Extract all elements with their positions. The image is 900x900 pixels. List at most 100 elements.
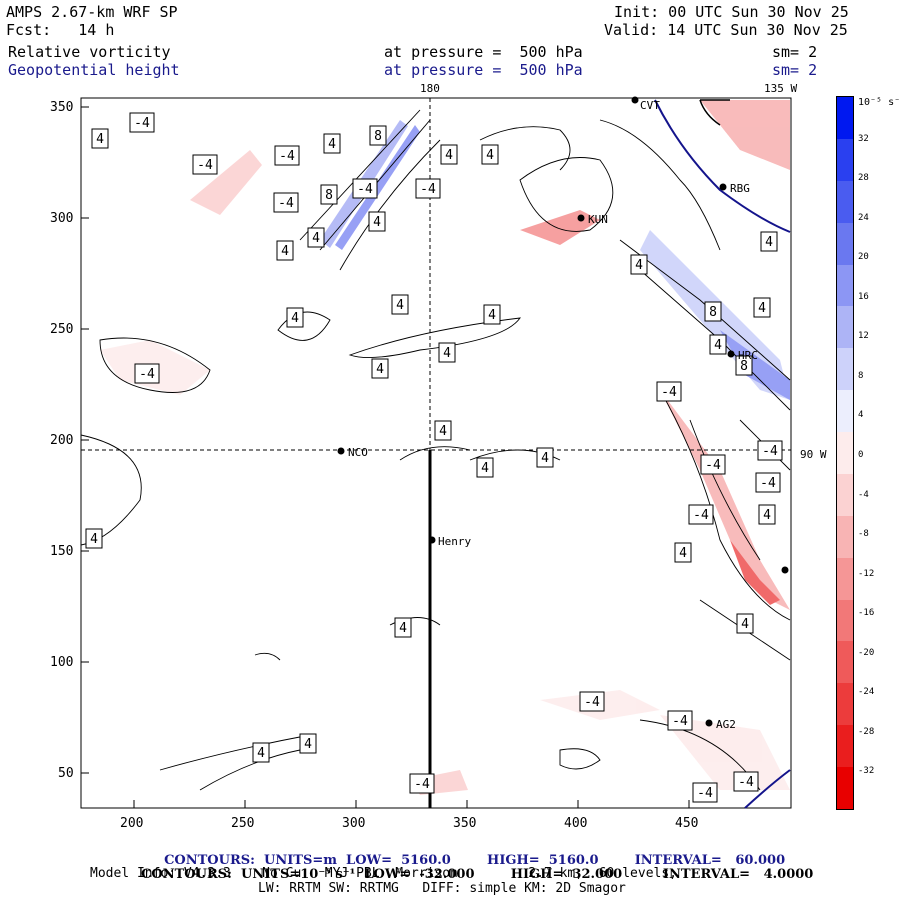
colorbar-tick-label: 28 (858, 173, 869, 184)
contour-label: 4 (257, 746, 265, 761)
contour-label: 4 (679, 546, 687, 561)
contour-label: 4 (481, 461, 489, 476)
colorbar-tick-label: -4 (858, 489, 869, 500)
valid-time: Valid: 14 UTC Sun 30 Nov 25 (604, 21, 848, 39)
colorbar-tick-label: 4 (858, 410, 864, 421)
vorticity-contour-interval: INTERVAL= 4.0000 (662, 867, 814, 882)
lon-label-90w: 90 W (800, 448, 827, 461)
colorbar-cell (837, 641, 853, 684)
colorbar-cell (837, 725, 853, 767)
contour-label: 4 (635, 258, 643, 273)
height-contour-prefix: CONTOURS: UNITS=m LOW= 5160.0 (164, 853, 451, 868)
colorbar-cell (837, 515, 853, 558)
contour-label: 4 (445, 148, 453, 163)
y-tick-label: 250 (50, 322, 74, 337)
vorticity-contours (80, 109, 791, 791)
colorbar-tick-label: 12 (858, 331, 869, 342)
height-contour-interval: INTERVAL= 60.000 (634, 853, 786, 868)
geopotential-height-contours (654, 99, 791, 809)
station-label-nco: NCO (348, 446, 368, 459)
contour-label: 4 (488, 308, 496, 323)
colorbar-tick-label: 24 (858, 212, 869, 223)
contour-label: 4 (304, 737, 312, 752)
contour-label: -4 (420, 182, 436, 197)
contour-label: 4 (373, 215, 381, 230)
plot-frame (80, 97, 792, 809)
x-tick-label: 200 (120, 816, 144, 831)
contour-label: 4 (486, 148, 494, 163)
station-label-henry: Henry (438, 535, 472, 548)
contour-label: 8 (325, 188, 333, 203)
contour-label: 4 (312, 231, 320, 246)
contour-label: -4 (693, 508, 709, 523)
contour-label: 4 (291, 311, 299, 326)
contour-label: 4 (714, 338, 722, 353)
x-tick-label: 450 (675, 816, 699, 831)
contour-label: 4 (90, 532, 98, 547)
colorbar-tick-label: -28 (858, 726, 875, 737)
height-contour-high: HIGH= 5160.0 (487, 853, 599, 868)
contour-label: -4 (279, 149, 295, 164)
contour-label: -4 (661, 385, 677, 400)
x-tick-label: 300 (342, 816, 366, 831)
colorbar-cell (837, 390, 853, 432)
contour-labels: 4 -4 -4 -4 4 8 4 4 -4 -4 -4 8 4 4 4 4 4 … (85, 112, 783, 803)
colorbar-tick-label: -12 (858, 568, 875, 579)
contour-label: 4 (281, 244, 289, 259)
contour-label: 4 (541, 451, 549, 466)
colorbar (836, 96, 854, 810)
colorbar-cell (837, 683, 853, 726)
colorbar-cell (837, 97, 853, 139)
contour-label: 4 (376, 362, 384, 377)
colorbar-cell (837, 264, 853, 307)
colorbar-cell (837, 180, 853, 223)
station-rbg-marker (719, 183, 727, 191)
model-info-physics: LW: RRTM SW: RRTMG DIFF: simple KM: 2D S… (258, 881, 626, 896)
contour-label: 4 (443, 346, 451, 361)
station-east-marker (781, 566, 789, 574)
colorbar-tick-label: 0 (858, 450, 864, 460)
colorbar-cell (837, 473, 853, 516)
contour-label: 4 (741, 617, 749, 632)
contour-label: 4 (439, 424, 447, 439)
contour-label: 8 (374, 129, 382, 144)
contour-label: -4 (584, 695, 600, 710)
colorbar-tick-label: 20 (858, 252, 869, 263)
station-label-kun: KUN (588, 213, 608, 226)
init-time: Init: 00 UTC Sun 30 Nov 25 (614, 3, 849, 21)
contour-label: -4 (197, 158, 213, 173)
station-kun-marker (577, 214, 585, 222)
x-tick-label: 250 (231, 816, 255, 831)
contour-label: -4 (672, 714, 688, 729)
contour-label: 4 (396, 298, 404, 313)
contour-label: 4 (758, 301, 766, 316)
contour-label: -4 (762, 444, 778, 459)
field1-level: at pressure = 500 hPa (384, 43, 583, 61)
lon-label-180: 180 (420, 82, 440, 95)
contour-label: 4 (399, 621, 407, 636)
contour-label: 4 (96, 132, 104, 147)
field1-smoothing: sm= 2 (772, 43, 818, 61)
colorbar-tick-label: -24 (858, 687, 875, 698)
colorbar-tick-label: -20 (858, 647, 875, 658)
vorticity-contour-high: HIGH= 32.000 (510, 867, 623, 882)
colorbar-cell (837, 306, 853, 349)
contour-label: -4 (697, 786, 713, 801)
field2-smoothing: sm= 2 (772, 61, 818, 79)
contour-label: -4 (139, 367, 155, 382)
contour-label: -4 (357, 182, 373, 197)
station-nco-marker (337, 447, 345, 455)
colorbar-cell (837, 138, 853, 181)
field2-name: Geopotential height (8, 61, 180, 79)
colorbar-tick-label: 8 (858, 370, 864, 381)
contour-label: 8 (709, 305, 717, 320)
colorbar-cell (837, 767, 853, 809)
field2-level: at pressure = 500 hPa (384, 61, 583, 79)
contour-label: 4 (328, 137, 336, 152)
station-henry-marker (428, 536, 436, 544)
y-tick-label: 100 (50, 655, 74, 670)
contour-label: -4 (414, 777, 430, 792)
colorbar-tick-label: -32 (858, 766, 875, 777)
colorbar-unit: 10⁻⁵ s⁻¹ (858, 97, 900, 108)
